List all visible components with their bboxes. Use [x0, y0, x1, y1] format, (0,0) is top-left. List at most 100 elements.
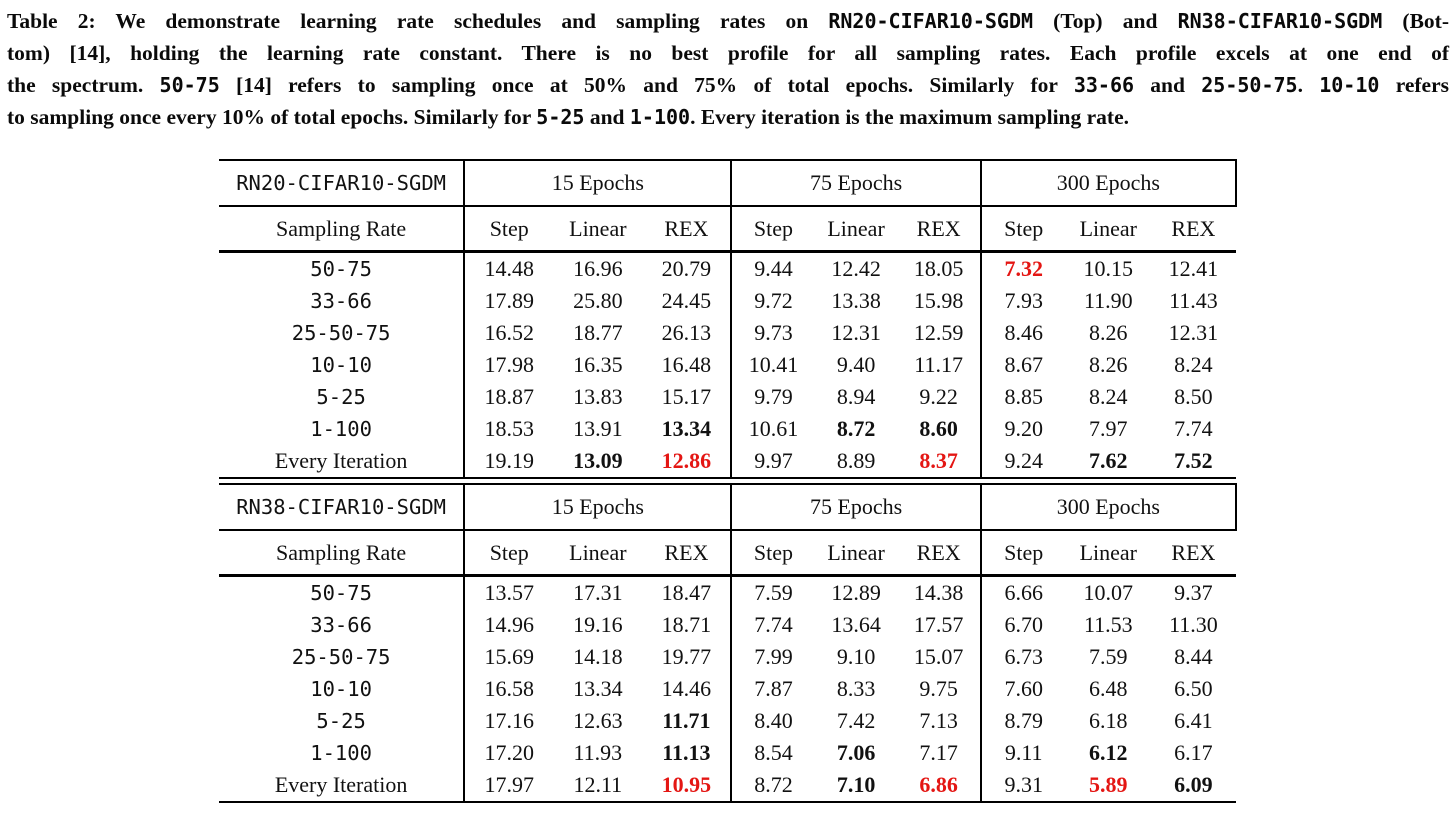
value-cell: 9.72 — [730, 285, 815, 317]
value-cell: 7.59 — [1089, 644, 1128, 669]
value-cell: 15.98 — [913, 288, 964, 313]
value-cell: 12.42 — [831, 256, 881, 281]
value-cell-best: 10.95 — [661, 772, 712, 797]
value-cell: 26.13 — [661, 320, 712, 345]
row-label: 25-50-75 — [291, 645, 391, 669]
table-row: 25-50-75 15.69 14.18 19.77 7.99 9.10 15.… — [219, 641, 1236, 673]
value-cell: 13.64 — [831, 612, 881, 637]
caption-code-segment: 1-100 — [629, 105, 691, 129]
value-cell: 7.74 — [1174, 416, 1213, 441]
value-cell-best: 11.13 — [662, 740, 711, 765]
table-row: 50-75 13.57 17.31 18.47 7.59 12.89 14.38… — [219, 575, 1236, 609]
epoch-group-header: 300 Epochs — [979, 484, 1238, 531]
value-cell: 9.24 — [979, 445, 1066, 478]
caption-code-segment: 50-75 — [159, 73, 220, 97]
sampling-rate-header: Sampling Rate — [219, 206, 465, 253]
value-cell: 6.41 — [1174, 708, 1213, 733]
row-label: 5-25 — [316, 385, 366, 409]
value-cell: 8.24 — [1089, 384, 1128, 409]
epoch-group-header: 300 Epochs — [979, 160, 1238, 207]
caption-code-segment: 33-66 — [1073, 73, 1135, 97]
value-cell-best: 8.72 — [836, 416, 876, 441]
caption-text-segment: . — [1297, 73, 1320, 97]
schedule-header: REX — [1150, 206, 1236, 253]
value-cell: 14.48 — [463, 251, 554, 285]
schedule-header: REX — [897, 206, 981, 253]
row-label: 1-100 — [310, 741, 372, 765]
schedule-header: Step — [463, 206, 554, 253]
caption-code-segment: 5-25 — [536, 105, 585, 129]
value-cell: 20.79 — [661, 256, 712, 281]
caption-text-segment: (Bot- — [1382, 9, 1449, 33]
caption-text-segment: and — [1134, 73, 1202, 97]
table-row: 10-10 17.98 16.35 16.48 10.41 9.40 11.17… — [219, 349, 1236, 381]
value-cell: 16.58 — [463, 673, 554, 705]
value-cell: 9.22 — [919, 384, 958, 409]
sampling-rate-header: Sampling Rate — [219, 530, 465, 577]
value-cell: 8.24 — [1174, 352, 1213, 377]
schedule-header: REX — [897, 530, 981, 577]
caption-line: to sampling once every 10% of total epoc… — [7, 101, 1449, 133]
value-cell: 15.69 — [463, 641, 554, 673]
table-row: Every Iteration 19.19 13.09 12.86 9.97 8… — [219, 445, 1236, 478]
epoch-group-header: 75 Epochs — [730, 484, 981, 531]
value-cell: 8.89 — [836, 448, 876, 473]
group-header-row: RN20-CIFAR10-SGDM 15 Epochs 75 Epochs 30… — [219, 160, 1238, 207]
value-cell-best: 7.52 — [1174, 448, 1213, 473]
caption-text-segment: and — [584, 105, 630, 129]
table-row: 1-100 18.53 13.91 13.34 10.61 8.72 8.60 … — [219, 413, 1236, 445]
value-cell: 9.44 — [730, 251, 815, 285]
model-name: RN38-CIFAR10-SGDM — [219, 484, 465, 531]
caption-text-segment: . Every iteration is the maximum samplin… — [690, 105, 1129, 129]
value-cell-best: 8.60 — [919, 416, 958, 441]
value-cell: 8.72 — [730, 769, 815, 802]
table-row: 10-10 16.58 13.34 14.46 7.87 8.33 9.75 7… — [219, 673, 1236, 705]
caption-line: the spectrum. 50-75 [14] refers to sampl… — [7, 69, 1449, 101]
value-cell: 12.59 — [913, 320, 964, 345]
caption-line: tom) [14], holding the learning rate con… — [7, 37, 1449, 69]
value-cell: 7.59 — [730, 575, 815, 609]
value-cell: 8.67 — [979, 349, 1066, 381]
row-label: Every Iteration — [274, 772, 408, 797]
value-cell: 7.17 — [919, 740, 958, 765]
caption-code-segment: 25-50-75 — [1201, 73, 1298, 97]
value-cell: 7.60 — [979, 673, 1066, 705]
table-row: 33-66 17.89 25.80 24.45 9.72 13.38 15.98… — [219, 285, 1236, 317]
value-cell: 24.45 — [661, 288, 712, 313]
value-cell: 17.31 — [573, 580, 623, 605]
value-cell: 18.53 — [463, 413, 554, 445]
value-cell: 13.91 — [573, 416, 623, 441]
caption-text-segment: [14] refers to sampling once at 50% and … — [219, 73, 1074, 97]
value-cell: 18.71 — [661, 612, 712, 637]
schedule-header: Step — [463, 530, 554, 577]
value-cell: 8.50 — [1174, 384, 1213, 409]
value-cell-best: 7.32 — [979, 251, 1066, 285]
value-cell: 18.47 — [661, 580, 712, 605]
value-cell: 9.37 — [1174, 580, 1213, 605]
value-cell: 18.77 — [573, 320, 623, 345]
caption-text-segment: Table 2: We demonstrate learning rate sc… — [7, 9, 829, 33]
row-label: 10-10 — [310, 677, 372, 701]
value-cell: 13.83 — [573, 384, 623, 409]
schedule-header: Linear — [1065, 530, 1151, 577]
value-cell: 9.10 — [836, 644, 876, 669]
value-cell: 12.11 — [573, 772, 623, 797]
value-cell: 17.97 — [463, 769, 554, 802]
value-cell: 7.93 — [979, 285, 1066, 317]
value-cell: 11.53 — [1083, 612, 1133, 637]
schedule-header: Linear — [553, 530, 643, 577]
table-row: 5-25 17.16 12.63 11.71 8.40 7.42 7.13 8.… — [219, 705, 1236, 737]
value-cell: 15.17 — [661, 384, 712, 409]
row-label: 1-100 — [310, 417, 372, 441]
schedule-header: Step — [979, 530, 1066, 577]
value-cell: 11.17 — [914, 352, 963, 377]
value-cell: 7.97 — [1089, 416, 1128, 441]
value-cell: 8.44 — [1174, 644, 1213, 669]
value-cell: 12.41 — [1168, 256, 1219, 281]
value-cell: 18.87 — [463, 381, 554, 413]
caption-text-segment: the spectrum. — [7, 73, 160, 97]
value-cell: 17.89 — [463, 285, 554, 317]
value-cell-best: 7.62 — [1089, 448, 1128, 473]
row-label: 33-66 — [310, 289, 372, 313]
